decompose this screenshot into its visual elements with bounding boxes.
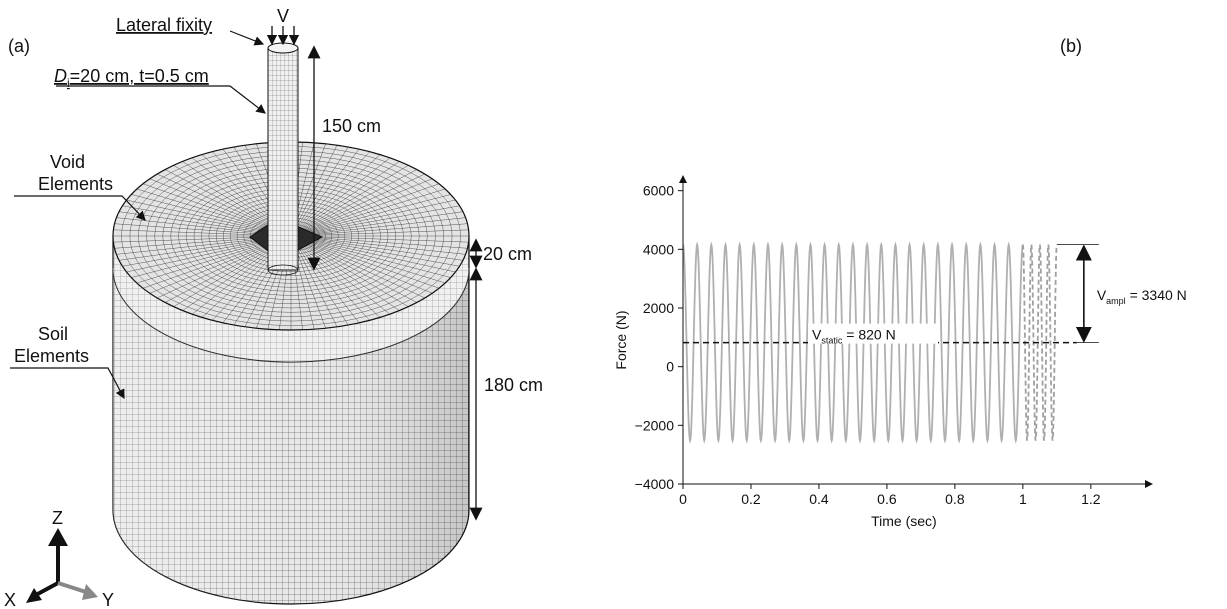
y-tick-label: 2000	[643, 300, 674, 316]
load-series-line	[682, 241, 1024, 444]
x-tick-label: 1	[1019, 491, 1027, 507]
x-tick-label: 0.6	[877, 491, 897, 507]
pile-dimension-label: Di=20 cm, t=0.5 cm	[54, 66, 209, 90]
x-axis-title: Time (sec)	[871, 513, 937, 529]
y-tick-label: 6000	[643, 183, 674, 199]
y-ticks: −4000 −2000 0 2000 4000 6000	[635, 183, 683, 492]
static-load-label: Vstatic = 820 N	[812, 327, 896, 346]
x-axis-label: X	[4, 590, 16, 609]
x-tick-label: 0.8	[945, 491, 965, 507]
top-layer-label: 20 cm	[483, 244, 532, 264]
soil-label-1: Soil	[38, 324, 68, 344]
y-tick-label: −2000	[635, 417, 675, 433]
amplitude-label: Vampl = 3340 N	[1097, 287, 1187, 306]
x-tick-label: 0.2	[741, 491, 761, 507]
x-ticks: 0 0.2 0.4 0.6 0.8 1 1.2	[679, 484, 1101, 507]
y-tick-label: −4000	[635, 476, 675, 492]
panel-b-label: (b)	[1060, 36, 1082, 56]
panel-b: (b) −4000 −2000 0 2000 4000 6000 0 0.2 0.4 0.6 0.…	[613, 36, 1187, 529]
continuation-series-line	[1021, 244, 1058, 441]
pile	[267, 47, 299, 271]
y-axis-label: Y	[102, 590, 114, 609]
lateral-fixity-label: Lateral fixity	[116, 15, 212, 35]
coordinate-axes: Z X Y	[4, 508, 114, 609]
y-axis-title: Force (N)	[613, 310, 629, 369]
void-label-2: Elements	[38, 174, 113, 194]
soil-depth-label: 180 cm	[484, 375, 543, 395]
y-tick-label: 0	[666, 359, 674, 375]
load-label: V	[277, 6, 289, 26]
force-time-chart: −4000 −2000 0 2000 4000 6000 0 0.2 0.4 0.6 0.8 1 1.…	[613, 175, 1187, 529]
z-axis-label: Z	[52, 508, 63, 528]
panel-a-label: (a)	[8, 36, 30, 56]
load-arrows	[266, 26, 300, 46]
panel-a: (a) V Lateral fixit	[4, 6, 543, 609]
x-tick-label: 1.2	[1081, 491, 1101, 507]
x-tick-label: 0	[679, 491, 687, 507]
y-tick-label: 4000	[643, 241, 674, 257]
series-layer	[682, 241, 1058, 444]
x-tick-label: 0.4	[809, 491, 829, 507]
pile-length-label: 150 cm	[322, 116, 381, 136]
soil-label-2: Elements	[14, 346, 89, 366]
void-label-1: Void	[50, 152, 85, 172]
